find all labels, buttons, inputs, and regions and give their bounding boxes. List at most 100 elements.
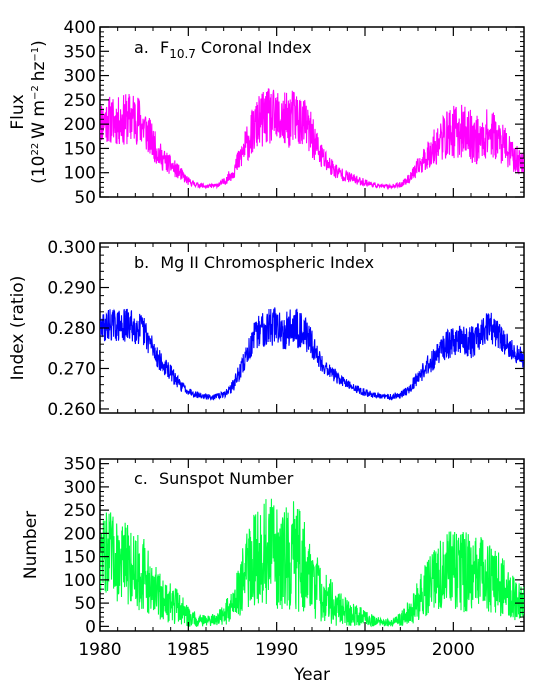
panel-b-data-point [144, 331, 145, 332]
panel-c-data-point [417, 600, 418, 601]
panel-c-data-point [426, 589, 427, 590]
panel-a-data-point [382, 186, 383, 187]
panel-a-data-point [126, 119, 127, 120]
panel-b-data-point [409, 388, 410, 389]
x-tick-label: 1980 [78, 640, 121, 660]
panel-a-series-line [100, 88, 524, 191]
panel-c-data-point [144, 575, 145, 576]
panel-c-data-point [108, 551, 109, 552]
panel-c-data-point [347, 612, 348, 613]
panel-c-data-point [311, 579, 312, 580]
panel-a-data-point [453, 131, 454, 132]
x-tick-label: 2000 [432, 640, 475, 660]
panel-b-data-point [479, 338, 480, 339]
panel-b-data-point [250, 346, 251, 347]
panel-a-ytick-label: 250 [64, 91, 96, 111]
panel-b-ylabel: Index (ratio) [8, 276, 28, 381]
panel-a-ytick-label: 350 [64, 42, 96, 62]
panel-c-data-point [285, 558, 286, 559]
panel-a-data-point [515, 159, 516, 160]
panel-b-data-point [329, 370, 330, 371]
panel-a-data-point [144, 126, 145, 127]
panel-a-ytick-label: 150 [64, 139, 96, 159]
panel-b-data-point [152, 348, 153, 349]
panel-c-data-group [100, 498, 524, 628]
panel-c-data-point [276, 556, 277, 557]
panel-c-data-point [356, 614, 357, 615]
panel-c-title: c. Sunspot Number [134, 469, 294, 488]
panel-a-data-point [241, 155, 242, 156]
panel-b-data-point [356, 388, 357, 389]
panel-a-data-point [258, 121, 259, 122]
panel-b-data-point [223, 394, 224, 395]
panel-a-ytick-label: 200 [64, 115, 96, 135]
panel-c-data-point [161, 598, 162, 599]
panel-b-ytick-label: 0.290 [47, 279, 96, 299]
panel-a-data-point [188, 181, 189, 182]
panel-c-data-point [435, 579, 436, 580]
panel-f107-coronal-index: 50 100 150 200 250 300 350 400 a. F10.7 Coronal … [8, 18, 525, 208]
panel-b-data-point [488, 325, 489, 326]
panel-b-data-point [258, 329, 259, 330]
panel-b-ytick-label: 0.270 [47, 359, 96, 379]
panel-a-data-point [479, 141, 480, 142]
panel-c-ytick-label: 350 [64, 455, 96, 475]
panel-a-data-point [329, 165, 330, 166]
panel-b-data-point [444, 346, 445, 347]
panel-c-ytick-label: 150 [64, 548, 96, 568]
panel-b-data-point [161, 364, 162, 365]
panel-b-data-point [453, 342, 454, 343]
panel-b-data-point [497, 333, 498, 334]
panel-b-data-point [303, 329, 304, 330]
panel-a-data-point [232, 172, 233, 173]
panel-a-data-point [179, 172, 180, 173]
panel-c-ticks: 0 50 100 150 200 250 300 350 [64, 455, 525, 637]
panel-c-data-point [232, 605, 233, 606]
panel-a-data-point [267, 116, 268, 117]
panel-a-data-point [506, 148, 507, 149]
panel-c-data-point [462, 570, 463, 571]
panel-b-data-point [170, 372, 171, 373]
panel-c-data-point [267, 551, 268, 552]
panel-a-data-point [417, 167, 418, 168]
panel-b-data-point [400, 394, 401, 395]
panel-b-ytick-label: 0.300 [47, 238, 96, 258]
panel-b-data-point [197, 394, 198, 395]
x-tick-label: 1985 [167, 640, 210, 660]
panel-c-ytick-label: 50 [74, 594, 96, 614]
panel-b-data-point [205, 396, 206, 397]
x-axis-tick-labels: 1980 1985 1990 1995 2000 [78, 640, 475, 660]
panel-a-data-point [488, 131, 489, 132]
panel-b-data-point [241, 368, 242, 369]
panel-a-data-point [303, 121, 304, 122]
panel-c-data-point [179, 607, 180, 608]
panel-c-data-point [444, 570, 445, 571]
panel-c-data-point [364, 617, 365, 618]
panel-b-data-point [214, 396, 215, 397]
panel-a-data-point [391, 186, 392, 187]
panel-b-data-point [276, 325, 277, 326]
panel-c-data-point [294, 556, 295, 557]
panel-b-data-point [515, 354, 516, 355]
panel-b-data-point [117, 325, 118, 326]
panel-c-data-point [409, 612, 410, 613]
panel-b-title: b. Mg II Chromospheric Index [134, 253, 374, 272]
panel-b-ytick-label: 0.260 [47, 400, 96, 420]
x-tick-label: 1990 [255, 640, 298, 660]
panel-c-data-point [373, 620, 374, 621]
panel-c-data-point [488, 577, 489, 578]
panel-a-ytick-label: 50 [74, 188, 96, 208]
panel-c-data-point [126, 563, 127, 564]
panel-a-data-point [108, 119, 109, 120]
panel-a-data-point [435, 145, 436, 146]
panel-c-data-point [135, 568, 136, 569]
panel-b-series-line [100, 307, 524, 401]
panel-b-data-point [426, 366, 427, 367]
panel-b-data-point [311, 344, 312, 345]
panel-b-data-point [391, 396, 392, 397]
panel-a-data-point [285, 121, 286, 122]
panel-a-data-point [444, 136, 445, 137]
panel-b-data-point [506, 344, 507, 345]
